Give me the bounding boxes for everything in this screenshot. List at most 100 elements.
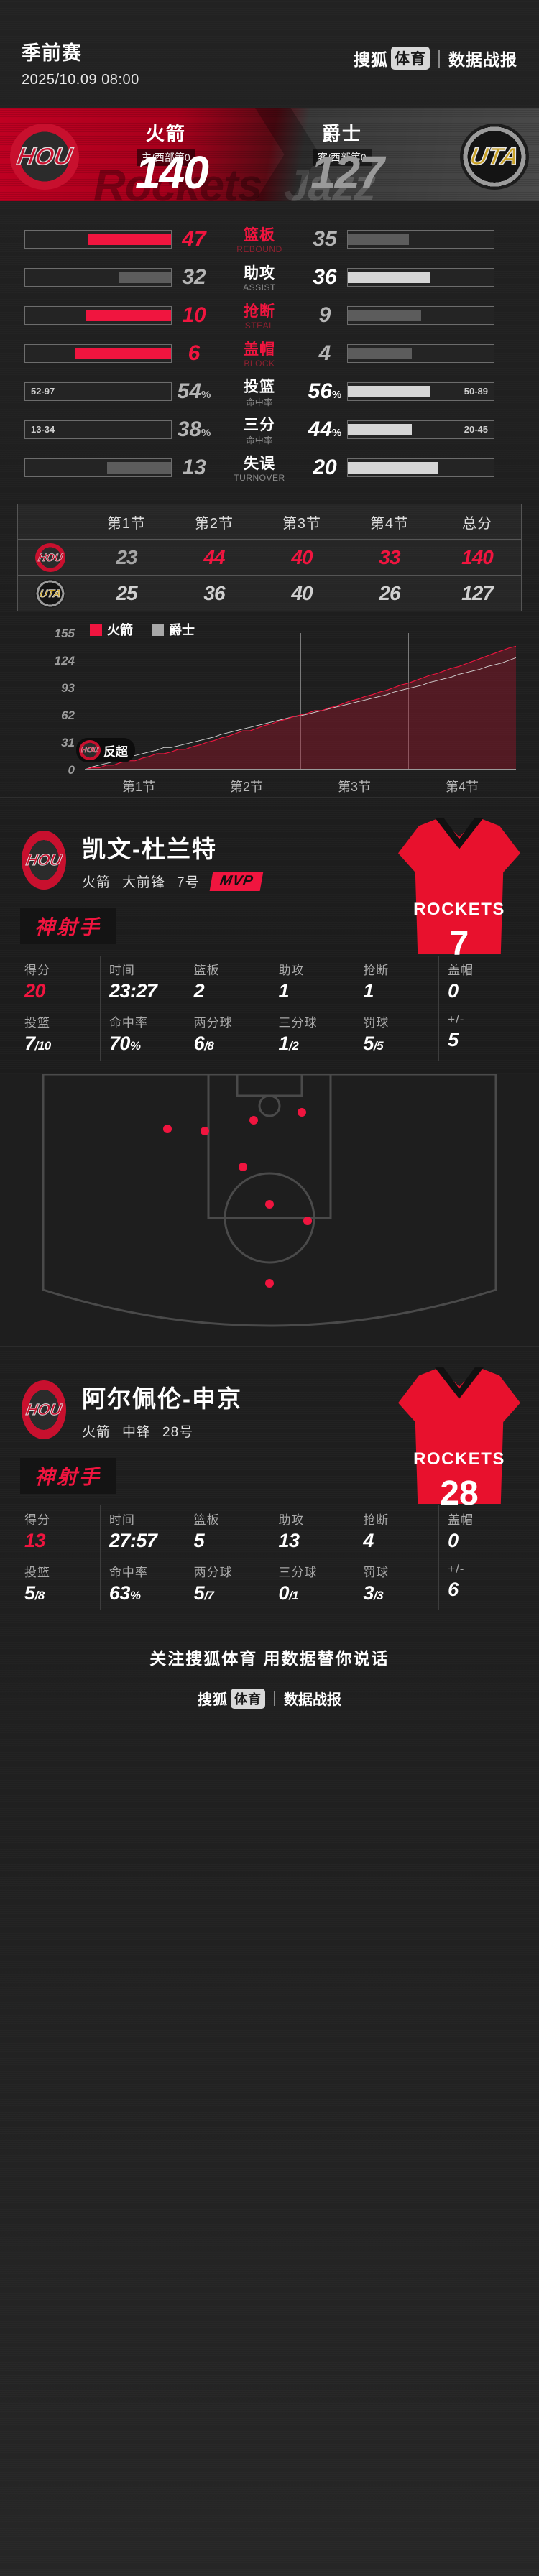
legend-item: 爵士 bbox=[152, 620, 195, 639]
away-team-block: 爵士 客/西部第0 bbox=[313, 119, 372, 166]
stat-row: 32 助攻 ASSIST 36 bbox=[24, 258, 515, 296]
away-stat-value: 56% bbox=[308, 379, 342, 403]
player-stat-cell: 盖帽 0 bbox=[438, 956, 523, 1008]
stat-label-en: BLOCK bbox=[244, 359, 275, 369]
away-bar-fill bbox=[348, 423, 413, 435]
player-jersey: ROCKETS 28 bbox=[398, 1367, 520, 1513]
game-datetime: 2025/10.09 08:00 bbox=[22, 72, 139, 88]
player-stat-key: 投篮 bbox=[24, 1566, 50, 1579]
home-stat-bar bbox=[24, 267, 172, 287]
row-team-abbr: HOU bbox=[37, 551, 64, 564]
shot-marker bbox=[238, 1162, 247, 1171]
player-stat-value: 0 bbox=[448, 1530, 459, 1551]
away-stat-bar bbox=[347, 343, 494, 363]
row-team-abbr: UTA bbox=[38, 587, 63, 600]
stat-label-cn: 三分 bbox=[244, 416, 275, 433]
footer-report-label: 数据战报 bbox=[284, 1692, 341, 1708]
footer-sohu-logo: 搜狐 体育 bbox=[198, 1688, 265, 1709]
stat-label: 三分 命中率 bbox=[216, 413, 303, 446]
stat-label-cn: 抢断 bbox=[244, 303, 275, 320]
player-stat-key: +/- bbox=[448, 1012, 465, 1026]
home-team-rank: 主/西部第0 bbox=[137, 149, 195, 166]
jersey-number: 28 bbox=[440, 1474, 479, 1513]
player-stat-value: 5/7 bbox=[193, 1582, 214, 1604]
chart-x-tick: 第2节 bbox=[229, 780, 263, 794]
home-stat-bar: 52-97 bbox=[24, 382, 172, 401]
legend-swatch bbox=[90, 623, 102, 636]
player-team-abbr: HOU bbox=[24, 851, 63, 869]
player-stat-key: 三分球 bbox=[278, 1016, 318, 1030]
quarter-header-cell: 第4节 bbox=[369, 515, 410, 532]
page-footer: 关注搜狐体育 用数据替你说话 搜狐 体育 数据战报 bbox=[0, 1610, 539, 1709]
away-team-logo: UTA bbox=[460, 124, 529, 190]
away-stat-value: 9 bbox=[318, 303, 331, 327]
player-header: HOU 凯文-杜兰特 火箭 大前锋 7号 MVP ROCKETS 7 bbox=[0, 818, 539, 963]
away-stat-bar bbox=[347, 267, 494, 287]
player-stat-key: 得分 bbox=[24, 1513, 50, 1527]
stat-label-cn: 投篮 bbox=[244, 378, 275, 395]
player-stat-value: 7/10 bbox=[24, 1033, 51, 1054]
home-stat-detail: 52-97 bbox=[31, 386, 55, 397]
header-left: 季前赛 2025/10.09 08:00 bbox=[22, 37, 139, 88]
away-stat-bar bbox=[347, 458, 494, 477]
player-position: 中锋 bbox=[122, 1424, 152, 1440]
home-stat-bar bbox=[24, 229, 172, 249]
stat-row: 10 抢断 STEAL 9 bbox=[24, 296, 515, 334]
stat-label-cn: 助攻 bbox=[244, 265, 275, 282]
player-number: 28号 bbox=[162, 1424, 194, 1440]
player-stat-cell: 两分球 6/8 bbox=[184, 1008, 270, 1061]
mvp-badge: MVP bbox=[209, 871, 264, 891]
jersey-team-name: ROCKETS bbox=[413, 900, 505, 919]
player-stat-cell: 篮板 5 bbox=[184, 1505, 270, 1558]
player-number: 7号 bbox=[177, 874, 200, 890]
player-name: 阿尔佩伦-申京 bbox=[82, 1385, 242, 1412]
stat-label: 篮板 REBOUND bbox=[216, 223, 303, 254]
player-team-abbr: HOU bbox=[24, 1400, 63, 1419]
stat-label: 投篮 命中率 bbox=[216, 375, 303, 408]
stat-label: 失误 TURNOVER bbox=[216, 452, 303, 483]
player-stats-table: 得分 13 时间 27:57 篮板 5 助攻 13 抢断 4 盖帽 0 投篮 5/8 命中率 63% 两分球 5/… bbox=[16, 1505, 523, 1610]
quarter-score-cell: 140 bbox=[461, 545, 494, 568]
home-stat-value: 47 bbox=[182, 226, 206, 251]
player-stat-value: 6 bbox=[448, 1579, 459, 1600]
player-stat-cell: 命中率 70% bbox=[99, 1008, 185, 1061]
home-bar-fill bbox=[86, 309, 171, 321]
chart-y-tick: 93 bbox=[61, 681, 75, 695]
shot-marker bbox=[201, 1127, 209, 1136]
stat-label-en: TURNOVER bbox=[234, 473, 285, 483]
quarter-header-cell: 第1节 bbox=[106, 515, 147, 532]
player-stat-cell: 投篮 5/8 bbox=[16, 1558, 100, 1610]
jersey-number: 7 bbox=[449, 925, 469, 964]
home-stat-value: 54% bbox=[177, 379, 211, 403]
row-team-logo: UTA bbox=[18, 578, 83, 608]
away-team-score: 127 bbox=[310, 147, 384, 198]
report-label: 数据战报 bbox=[448, 50, 517, 69]
away-bar-fill bbox=[348, 271, 430, 283]
stat-label-en: 命中率 bbox=[246, 397, 273, 407]
home-stat-value: 32 bbox=[182, 264, 206, 289]
player-stat-key: 抢断 bbox=[363, 1513, 390, 1527]
home-stat-bar bbox=[24, 343, 172, 363]
player-stat-value: 4 bbox=[363, 1530, 374, 1551]
away-bar-fill bbox=[348, 309, 421, 321]
player-stats-row-1: 得分 13 时间 27:57 篮板 5 助攻 13 抢断 4 盖帽 0 bbox=[16, 1505, 523, 1558]
player-team-logo: HOU bbox=[22, 831, 66, 890]
player-stat-value: 1 bbox=[363, 980, 374, 1002]
player-position: 大前锋 bbox=[122, 874, 166, 890]
chart-legend: 火箭 爵士 bbox=[90, 620, 195, 639]
home-team-score: 140 bbox=[135, 147, 209, 198]
court-lines bbox=[42, 1074, 497, 1327]
player-stat-cell: 篮板 2 bbox=[184, 956, 270, 1008]
player-stat-value: 5 bbox=[448, 1029, 459, 1051]
quarter-score-cell: 40 bbox=[291, 545, 313, 568]
quarter-row: HOU 23 44 40 33 140 bbox=[18, 539, 521, 575]
player-stat-value: 23:27 bbox=[109, 980, 157, 1002]
home-bar-fill bbox=[88, 233, 171, 245]
player-stat-key: 时间 bbox=[109, 964, 135, 977]
player-stat-key: 命中率 bbox=[109, 1016, 148, 1030]
away-team-rank: 客/西部第0 bbox=[313, 149, 372, 166]
player-stat-cell: 两分球 5/7 bbox=[184, 1558, 270, 1610]
stat-label-cn: 失误 bbox=[244, 456, 275, 472]
team-stats-section: 47 篮板 REBOUND 35 32 助攻 ASSIST 36 10 抢断 STEAL 9 6 盖帽 BL… bbox=[0, 201, 539, 494]
quarter-header-cell: 第3节 bbox=[282, 515, 322, 532]
